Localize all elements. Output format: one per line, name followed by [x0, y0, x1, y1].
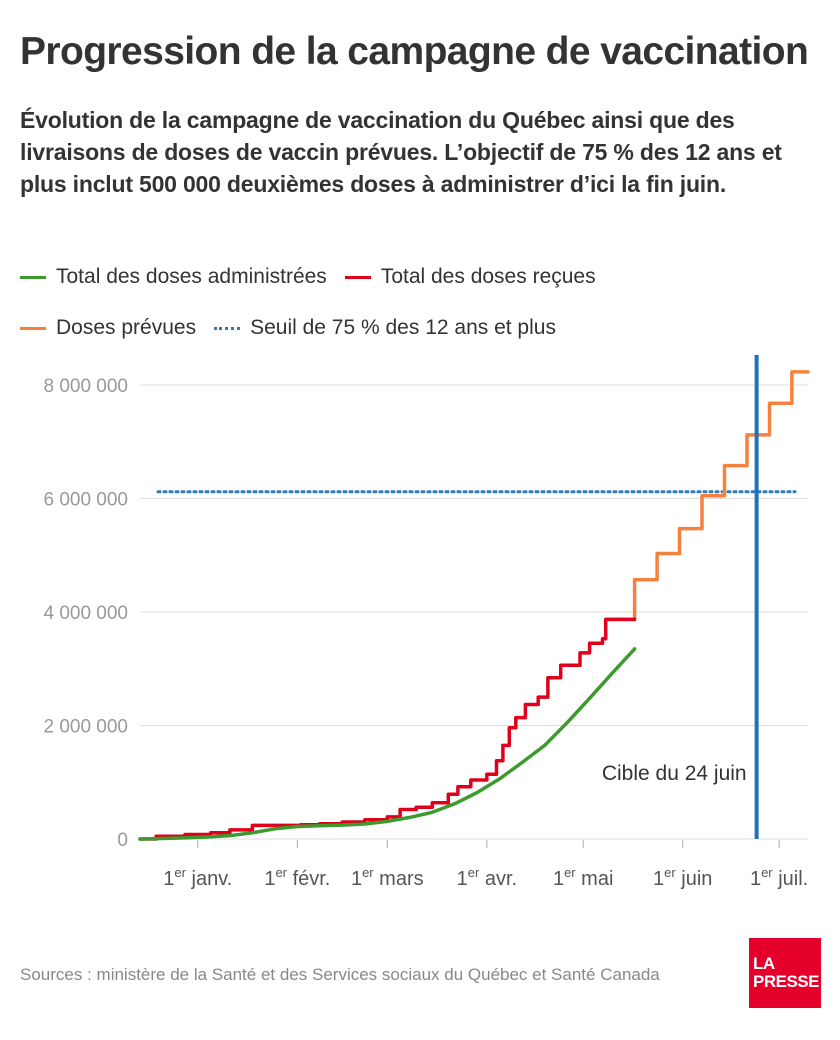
x-tick-superscript: er: [468, 865, 480, 880]
x-tick-label: 1er févr.: [264, 865, 330, 890]
y-tick-label: 2 000 000: [43, 717, 128, 738]
x-tick-prefix: 1: [264, 868, 275, 890]
x-tick-month: juil.: [773, 868, 809, 890]
x-tick-label: 1er juin: [653, 865, 712, 890]
logo-line-2: PRESSE: [753, 972, 819, 991]
legend-item-administered: Total des doses administrées: [20, 265, 327, 289]
legend-label-administered: Total des doses administrées: [56, 265, 327, 288]
la-presse-logo: LA PRESSE: [749, 938, 821, 1008]
legend-swatch-planned: [20, 326, 46, 330]
x-tick-month: mai: [576, 868, 614, 890]
x-tick-prefix: 1: [163, 868, 174, 890]
legend-label-threshold: Seuil de 75 % des 12 ans et plus: [250, 316, 556, 339]
x-tick-label: 1er avr.: [457, 865, 517, 890]
y-tick-label: 8 000 000: [43, 376, 128, 397]
legend-row-2: Doses prévues Seuil de 75 % des 12 ans e…: [20, 316, 574, 340]
x-tick-superscript: er: [174, 865, 186, 880]
x-tick-label: 1er mars: [351, 865, 424, 890]
chart-subtitle: Évolution de la campagne de vaccination …: [20, 107, 782, 197]
series-received-line: [138, 617, 637, 841]
x-tick-label: 1er juil.: [750, 865, 808, 890]
logo-line-1: LA: [753, 954, 775, 973]
legend-swatch-threshold: [214, 326, 241, 330]
series-administered-line: [138, 647, 637, 841]
legend-row-1: Total des doses administrées Total des d…: [20, 265, 614, 289]
source-note: Sources : ministère de la Santé et des S…: [20, 965, 660, 984]
x-tick-prefix: 1: [653, 868, 664, 890]
x-tick-prefix: 1: [351, 868, 362, 890]
x-tick-superscript: er: [275, 865, 287, 880]
y-tick-label: 0: [117, 830, 128, 851]
x-tick-superscript: er: [564, 865, 576, 880]
legend-item-received: Total des doses reçues: [344, 265, 596, 289]
x-tick-prefix: 1: [553, 868, 564, 890]
legend-swatch-received: [344, 275, 371, 279]
x-tick-prefix: 1: [750, 868, 761, 890]
x-tick-month: avr.: [479, 868, 517, 890]
chart-title: Progression de la campagne de vaccinatio…: [20, 30, 809, 73]
legend-swatch-administered: [20, 275, 46, 279]
x-tick-label: 1er janv.: [163, 865, 232, 890]
x-tick-month: juin: [676, 868, 713, 890]
x-tick-month: mars: [374, 868, 424, 890]
y-tick-label: 4 000 000: [43, 603, 128, 624]
series-planned-line: [610, 370, 810, 622]
x-tick-prefix: 1: [457, 868, 468, 890]
legend-label-received: Total des doses reçues: [380, 265, 596, 288]
target-date-label: Cible du 24 juin: [602, 762, 747, 785]
x-tick-superscript: er: [362, 865, 374, 880]
legend-item-planned: Doses prévues: [20, 316, 196, 340]
x-tick-label: 1er mai: [553, 865, 613, 890]
legend-label-planned: Doses prévues: [56, 316, 197, 339]
x-tick-superscript: er: [761, 865, 773, 880]
y-tick-label: 6 000 000: [43, 490, 128, 511]
legend-item-threshold: Seuil de 75 % des 12 ans et plus: [214, 316, 556, 340]
x-tick-superscript: er: [664, 865, 676, 880]
x-tick-month: févr.: [287, 868, 330, 890]
x-tick-month: janv.: [186, 868, 232, 890]
